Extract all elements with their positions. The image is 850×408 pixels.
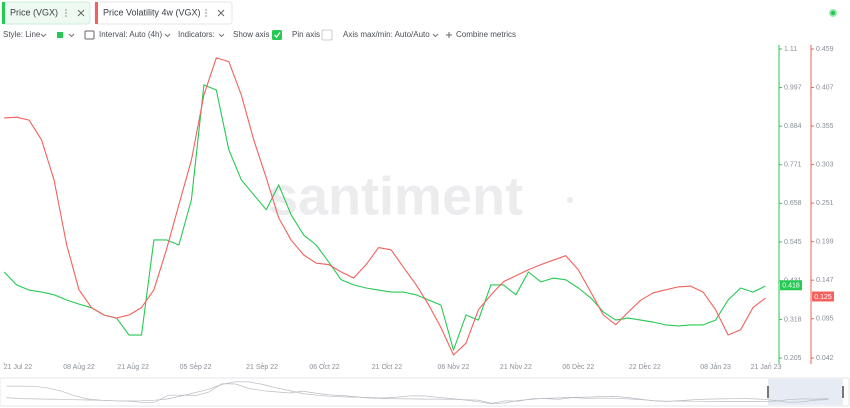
tab-price[interactable]: Price (VGX) — [1, 1, 91, 25]
y-tick-label: 0.095 — [816, 316, 834, 323]
current-value-badge — [780, 280, 802, 291]
pin-axis-checkbox[interactable] — [321, 29, 333, 41]
combine-metrics[interactable]: Combine metrics — [456, 30, 516, 39]
x-tick-label: 21 Jan 23 — [751, 364, 782, 371]
y-tick-label: 0.205 — [784, 355, 802, 362]
x-tick-label: 06 Nov 22 — [438, 364, 470, 371]
pin-axis-label: Pin axis — [292, 30, 320, 39]
y-tick-label: 0.042 — [816, 355, 834, 362]
y-tick-label: 1.11 — [784, 46, 797, 53]
current-value-label: 0.418 — [782, 283, 800, 290]
y-tick-label: 0.771 — [784, 162, 802, 169]
tab-label: Price Volatility 4w (VGX) — [103, 7, 201, 17]
y-tick-label: 0.545 — [784, 239, 802, 246]
tab-label: Price (VGX) — [10, 7, 58, 17]
x-tick-label: 08 Aug 22 — [63, 364, 95, 371]
x-tick-label: 06 Dec 22 — [562, 364, 594, 371]
tab-accent — [2, 2, 5, 24]
x-tick-label: 08 Jan 23 — [700, 364, 731, 371]
calendar-icon — [84, 30, 95, 40]
x-tick-label: 21 Sep 22 — [246, 364, 278, 371]
x-tick-label: 21 Nov 22 — [500, 364, 532, 371]
x-tick-label: 05 Sep 22 — [180, 364, 212, 371]
x-tick-label: 21 Oct 22 — [372, 364, 402, 371]
y-tick-label: 0.997 — [784, 84, 802, 91]
y-tick-label: 0.147 — [816, 277, 834, 284]
y-tick-label: 0.459 — [816, 46, 834, 53]
current-value-badge — [812, 291, 834, 302]
show-axis-checkbox[interactable] — [272, 30, 282, 40]
watermark: santiment — [268, 166, 523, 226]
axis-minmax-select[interactable]: Axis max/min: Auto/Auto — [343, 30, 430, 39]
x-tick-label: 22 Dec 22 — [629, 364, 661, 371]
y-tick-label: 0.407 — [816, 84, 834, 91]
x-tick-label: 06 Oct 22 — [309, 364, 339, 371]
indicators-select[interactable]: Indicators: — [178, 30, 215, 39]
y-tick-label: 0.199 — [816, 239, 834, 246]
y-tick-label: 0.658 — [784, 200, 802, 207]
show-axis-label: Show axis — [233, 30, 269, 39]
interval-select[interactable]: Interval: Auto (4h) — [99, 30, 162, 39]
x-tick-label: 21 Jul 22 — [4, 364, 33, 371]
style-select[interactable]: Style: Line — [3, 30, 41, 39]
y-tick-label: 0.318 — [784, 316, 802, 323]
current-value-label: 0.125 — [814, 294, 832, 301]
y-tick-label: 0.355 — [816, 123, 834, 130]
tab-volatility[interactable]: Price Volatility 4w (VGX) — [94, 1, 233, 25]
y-tick-label: 0.884 — [784, 123, 802, 130]
y-tick-label: 0.251 — [816, 200, 834, 207]
y-tick-label: 0.303 — [816, 161, 834, 168]
color-picker[interactable] — [57, 32, 63, 38]
tab-accent — [95, 2, 98, 24]
navigator-line — [6, 381, 829, 405]
toolbar: Style: Line Interval: Auto (4h) Indicato… — [3, 29, 516, 41]
navigator-line — [6, 383, 829, 404]
x-tick-label: 21 Aug 22 — [117, 364, 149, 371]
series-line — [4, 57, 766, 356]
series-line — [3, 84, 766, 351]
